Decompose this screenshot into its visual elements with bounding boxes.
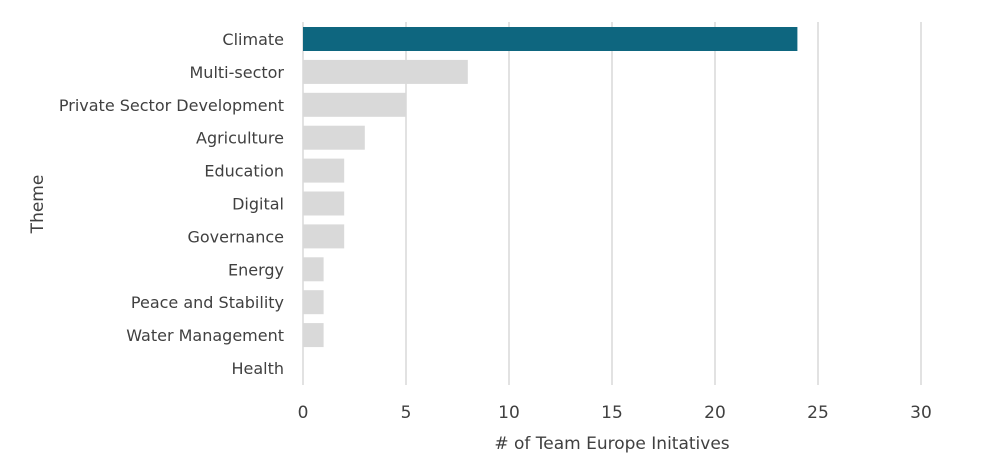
category-label: Peace and Stability [131, 293, 284, 312]
bar [303, 92, 406, 117]
bar [303, 191, 345, 216]
category-label: Health [231, 359, 284, 378]
bar [303, 158, 345, 183]
x-tick-label: 20 [704, 403, 726, 423]
category-label: Digital [232, 195, 284, 214]
x-tick-label: 10 [498, 403, 520, 423]
bar [303, 125, 365, 150]
category-label: Water Management [126, 326, 284, 345]
bar [303, 323, 324, 348]
x-tick-label: 0 [298, 403, 309, 423]
category-label: Energy [228, 260, 284, 279]
category-label: Education [204, 162, 284, 181]
category-label: Climate [222, 30, 284, 49]
x-tick-label: 15 [601, 403, 623, 423]
bars [303, 27, 798, 348]
x-tick-label: 25 [807, 403, 829, 423]
category-label: Multi-sector [190, 63, 285, 82]
x-tick-labels: 0 5 10 15 20 25 30 [298, 403, 932, 423]
bar [303, 257, 324, 282]
bar [303, 59, 468, 84]
y-axis-title: Theme [28, 175, 48, 235]
category-label: Agriculture [196, 129, 284, 148]
category-labels: Climate Multi-sector Private Sector Develo… [59, 30, 285, 378]
x-tick-label: 30 [910, 403, 932, 423]
bar [303, 224, 345, 249]
category-label: Governance [187, 227, 284, 246]
bar [303, 290, 324, 315]
x-tick-label: 5 [401, 403, 412, 423]
bar [303, 27, 798, 51]
x-axis-title: # of Team Europe Initatives [494, 434, 729, 454]
category-label: Private Sector Development [59, 96, 284, 115]
